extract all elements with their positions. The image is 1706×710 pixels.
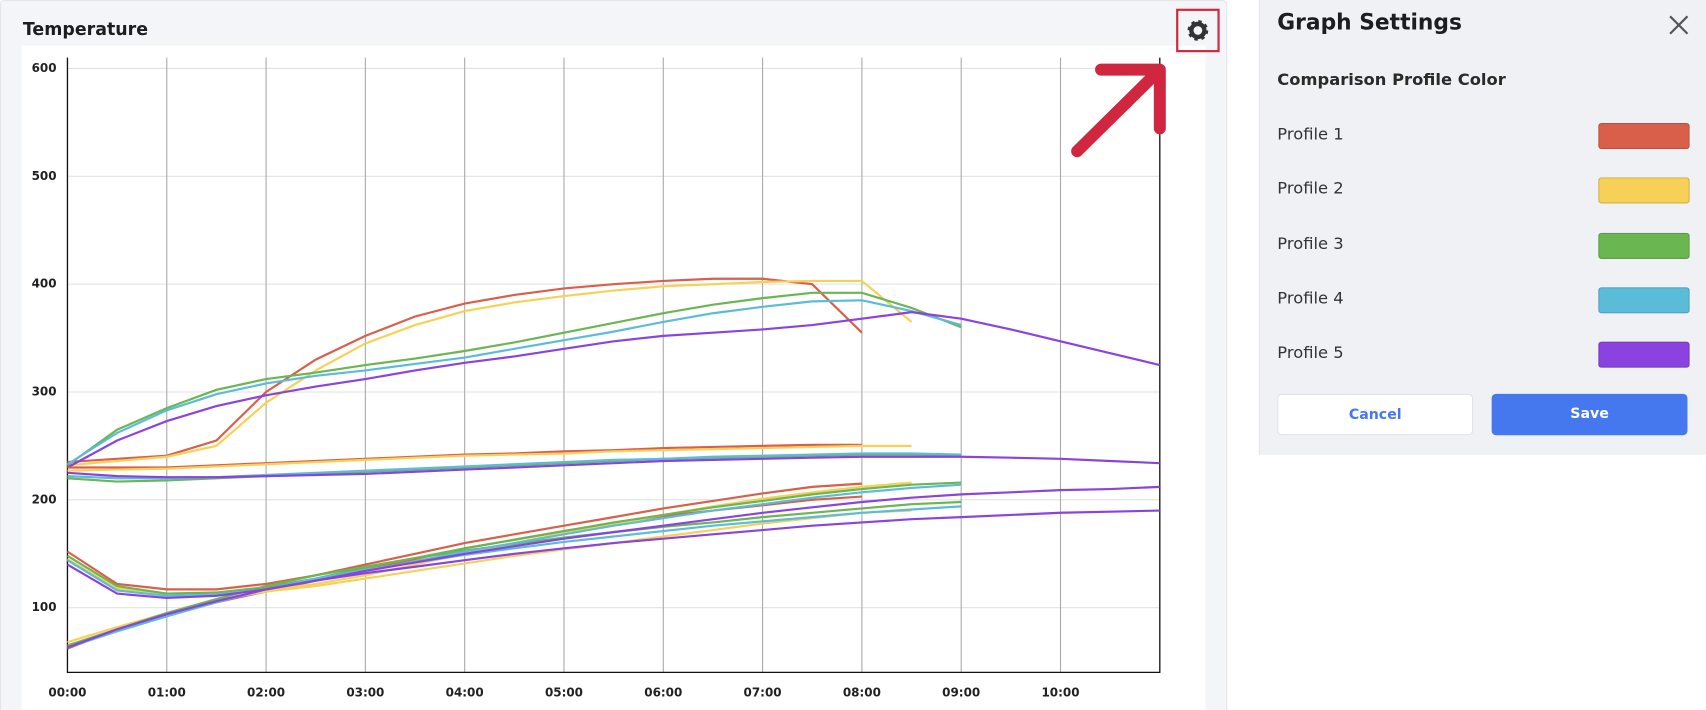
data-line bbox=[67, 444, 912, 472]
x-tick-label: 03:00 bbox=[346, 686, 384, 700]
profile-label: Profile 3 bbox=[1277, 233, 1344, 254]
settings-button[interactable] bbox=[1176, 8, 1220, 53]
card-title: Temperature bbox=[22, 18, 149, 40]
x-tick-label: 06:00 bbox=[644, 686, 682, 700]
data-line bbox=[66, 299, 962, 466]
data-line bbox=[67, 279, 913, 467]
gear-icon bbox=[1187, 20, 1209, 41]
arrow-shaft bbox=[1071, 70, 1160, 158]
data-line bbox=[66, 485, 1160, 600]
x-tick-label: 02:00 bbox=[247, 686, 285, 700]
panel-title: Graph Settings bbox=[1277, 8, 1462, 35]
y-tick-label: 600 bbox=[32, 61, 57, 75]
profile-label: Profile 2 bbox=[1277, 178, 1344, 199]
x-tick-label: 00:00 bbox=[48, 686, 86, 700]
color-swatch[interactable] bbox=[1598, 341, 1690, 368]
settings-panel: Graph Settings Comparison Profile Color … bbox=[1258, 0, 1706, 455]
y-tick-label: 500 bbox=[32, 169, 57, 183]
y-tick-label: 400 bbox=[32, 277, 57, 291]
arrow-head bbox=[1095, 63, 1166, 135]
data-line bbox=[66, 311, 1161, 469]
y-tick-label: 200 bbox=[32, 492, 57, 506]
y-tick-label: 100 bbox=[32, 600, 57, 614]
close-button[interactable] bbox=[1667, 13, 1691, 37]
x-tick-label: 01:00 bbox=[148, 686, 186, 700]
data-line bbox=[67, 277, 863, 464]
color-swatch[interactable] bbox=[1598, 232, 1690, 259]
x-tick-label: 10:00 bbox=[1041, 686, 1079, 700]
x-tick-label: 09:00 bbox=[942, 686, 980, 700]
save-button[interactable]: Save bbox=[1491, 393, 1688, 436]
color-swatch[interactable] bbox=[1598, 122, 1690, 150]
color-swatch[interactable] bbox=[1598, 287, 1690, 314]
data-line bbox=[67, 509, 1160, 649]
x-tick-label: 05:00 bbox=[545, 686, 583, 700]
data-line bbox=[66, 291, 962, 467]
color-swatch[interactable] bbox=[1598, 177, 1690, 204]
panel-subtitle: Comparison Profile Color bbox=[1277, 69, 1506, 90]
data-line bbox=[67, 455, 1160, 479]
cancel-button[interactable]: Cancel bbox=[1277, 393, 1474, 436]
close-icon bbox=[1669, 15, 1689, 35]
x-tick-label: 04:00 bbox=[446, 686, 484, 700]
x-tick-label: 07:00 bbox=[744, 686, 782, 700]
profile-label: Profile 5 bbox=[1277, 342, 1344, 363]
chart: 100 200 300 400 500 600 00:00 01:00 02:00 03:00 04… bbox=[21, 45, 1206, 710]
gear-teeth bbox=[1187, 20, 1209, 41]
profile-label: Profile 4 bbox=[1277, 288, 1344, 308]
data-line bbox=[66, 481, 962, 595]
data-line bbox=[66, 482, 862, 591]
gear-body bbox=[1189, 21, 1207, 40]
annotation-arrow bbox=[1071, 63, 1166, 158]
y-tick-label: 300 bbox=[32, 384, 57, 398]
profile-label: Profile 1 bbox=[1277, 124, 1344, 144]
x-tick-label: 08:00 bbox=[843, 686, 881, 700]
